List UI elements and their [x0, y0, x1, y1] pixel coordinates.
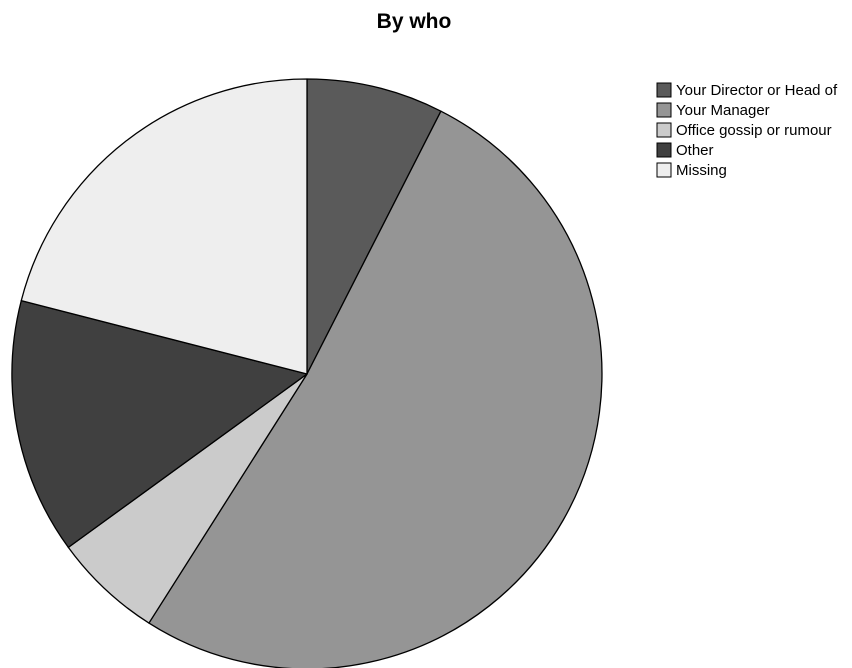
legend-swatch — [656, 102, 672, 118]
legend-label: Office gossip or rumour — [676, 122, 832, 139]
legend-label: Missing — [676, 162, 727, 179]
pie-slice-your-director-or-head-of — [306, 78, 442, 375]
legend-label: Your Manager — [676, 102, 770, 119]
pie-slice-missing — [20, 78, 308, 375]
legend-swatch — [656, 122, 672, 138]
legend-swatch — [656, 82, 672, 98]
legend-swatch — [656, 162, 672, 178]
pie-slices — [11, 78, 603, 668]
pie-slice-other — [11, 299, 308, 549]
legend-swatch — [656, 142, 672, 158]
legend-label: Other — [676, 142, 714, 159]
legend-label: Your Director or Head of — [676, 82, 838, 99]
legend: Your Director or Head of Your Manager Offi… — [656, 82, 838, 179]
chart-title: By who — [377, 10, 452, 33]
